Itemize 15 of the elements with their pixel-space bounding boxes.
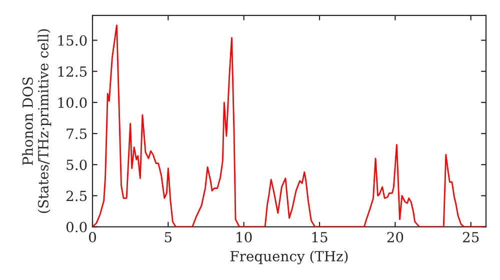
y-tick-label: 15.0 (58, 35, 87, 46)
x-tick-label: 15 (312, 232, 328, 242)
y-tick-label: 5.0 (66, 160, 87, 170)
x-tick-label: 0 (88, 232, 96, 242)
x-tick-label: 20 (387, 232, 404, 242)
x-tick-label: 10 (236, 232, 252, 242)
x-axis-title: Frequency (THz) (230, 250, 348, 264)
y-tick-label: 7.5 (66, 128, 87, 140)
y-axis-title: Phonon DOS (States/THz·primitive cell) (22, 29, 52, 213)
x-tick-label: 5 (164, 232, 172, 242)
y-tick-label: 2.5 (66, 190, 87, 202)
y-tick-label: 0.0 (66, 222, 87, 232)
x-tick-label: 25 (462, 232, 479, 242)
y-tick-label: 12.5 (58, 66, 87, 77)
y-tick-label: 10.0 (58, 97, 87, 108)
